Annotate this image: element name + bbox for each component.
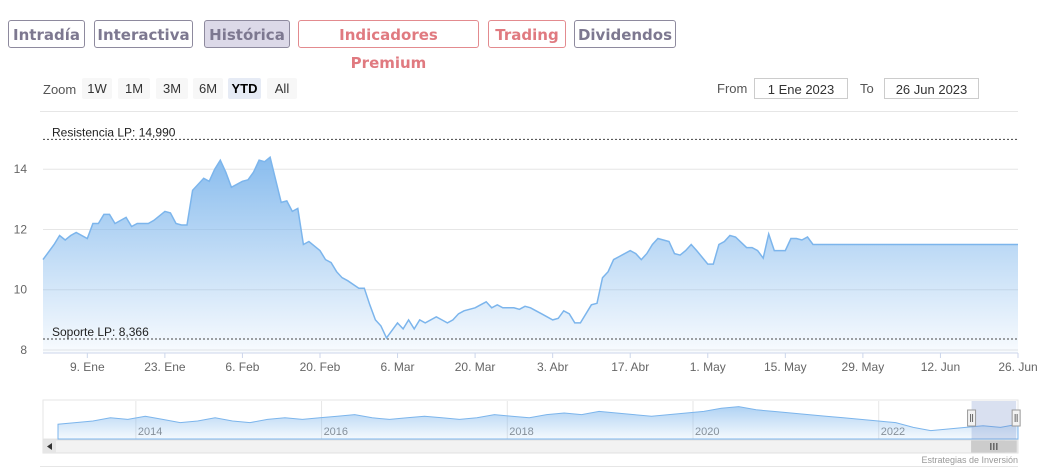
scrollbar-thumb[interactable] <box>971 440 1017 453</box>
x-tick-label: 20. Feb <box>300 360 341 374</box>
navigator-selected-range[interactable] <box>971 401 1017 439</box>
navigator-series <box>57 406 1019 440</box>
zoom-label: Zoom <box>43 82 77 97</box>
toolbar-divider <box>40 111 1018 112</box>
zoom-1w-button[interactable]: 1W <box>82 78 112 99</box>
x-tick-label: 17. Abr <box>611 360 649 374</box>
price-area <box>43 157 1018 353</box>
bottom-divider <box>40 466 1018 467</box>
x-tick-label: 6. Feb <box>225 360 259 374</box>
navigator-selection[interactable] <box>967 401 1021 439</box>
zoom-all-button[interactable]: All <box>267 78 297 99</box>
x-tick-label: 1. May <box>690 360 726 374</box>
y-tick-label: 8 <box>20 343 27 357</box>
x-tick-label: 12. Jun <box>921 360 960 374</box>
tab-trading[interactable]: Trading <box>488 20 566 48</box>
support-resistance-lines: Resistencia LP: 14,990 Soporte LP: 8,366 <box>43 125 1018 340</box>
x-tick-label: 20. Mar <box>455 360 496 374</box>
navigator-handle[interactable] <box>1011 409 1021 427</box>
tab-historica[interactable]: Histórica <box>204 20 290 48</box>
y-tick-label: 10 <box>14 283 28 297</box>
to-label: To <box>860 81 874 96</box>
scrollbar-track[interactable] <box>42 439 1019 454</box>
zoom-ytd-button[interactable]: YTD <box>228 78 261 99</box>
x-tick-label: 29. May <box>842 360 885 374</box>
tab-intradia[interactable]: Intradía <box>8 20 85 48</box>
y-tick-label: 14 <box>14 162 28 176</box>
to-date-input[interactable]: 26 Jun 2023 <box>884 78 979 99</box>
x-tick-label: 3. Abr <box>537 360 568 374</box>
x-tick-label: 6. Mar <box>381 360 415 374</box>
y-tick-label: 12 <box>14 222 28 236</box>
tab-interactiva[interactable]: Interactiva <box>94 20 193 48</box>
zoom-3m-button[interactable]: 3M <box>156 78 188 99</box>
price-line <box>42 155 1018 340</box>
x-tick-label: 9. Ene <box>70 360 105 374</box>
zoom-1m-button[interactable]: 1M <box>118 78 150 99</box>
x-axis: 9. Ene 23. Ene 6. Feb 20. Feb 6. Mar 20. Mar 3… <box>70 353 1038 374</box>
arrow-left-icon <box>47 443 52 450</box>
navigator-handle[interactable] <box>967 409 977 427</box>
y-axis: 8 10 12 14 <box>14 162 28 357</box>
credit-text: Estrategias de Inversión <box>921 455 1018 465</box>
x-tick-label: 26. Jun <box>998 360 1037 374</box>
x-tick-label: 23. Ene <box>144 360 186 374</box>
tab-indicadores-premium[interactable]: Indicadores Premium <box>298 20 479 72</box>
zoom-6m-button[interactable]: 6M <box>193 78 223 99</box>
from-date-input[interactable]: 1 Ene 2023 <box>754 78 848 99</box>
x-tick-label: 15. May <box>764 360 807 374</box>
annotation-label: Soporte LP: 8,366 <box>52 325 149 339</box>
annotation-label: Resistencia LP: 14,990 <box>52 125 176 139</box>
from-label: From <box>717 81 748 96</box>
tab-dividendos[interactable]: Dividendos <box>574 20 676 48</box>
